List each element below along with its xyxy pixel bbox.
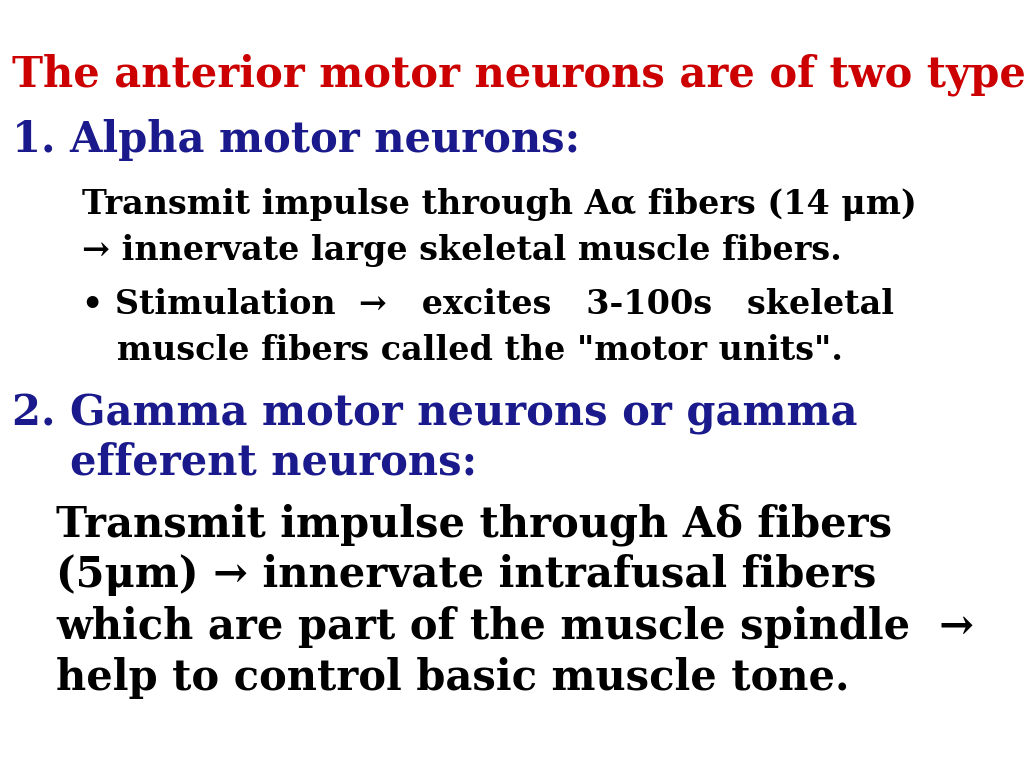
Text: Transmit impulse through Aδ fibers: Transmit impulse through Aδ fibers [56,503,893,545]
Text: (5μm) → innervate intrafusal fibers: (5μm) → innervate intrafusal fibers [56,554,877,597]
Text: help to control basic muscle tone.: help to control basic muscle tone. [56,657,850,700]
Text: muscle fibers called the "motor units".: muscle fibers called the "motor units". [82,334,843,367]
Text: The anterior motor neurons are of two types:: The anterior motor neurons are of two ty… [12,54,1024,96]
Text: efferent neurons:: efferent neurons: [12,442,477,484]
Text: → innervate large skeletal muscle fibers.: → innervate large skeletal muscle fibers… [82,234,842,267]
Text: 2. Gamma motor neurons or gamma: 2. Gamma motor neurons or gamma [12,393,858,435]
Text: 1. Alpha motor neurons:: 1. Alpha motor neurons: [12,119,581,161]
Text: which are part of the muscle spindle  →: which are part of the muscle spindle → [56,606,974,648]
Text: • Stimulation  →   excites   3-100s   skeletal: • Stimulation → excites 3-100s skeletal [82,288,894,321]
Text: Transmit impulse through Aα fibers (14 μm): Transmit impulse through Aα fibers (14 μ… [82,188,916,221]
